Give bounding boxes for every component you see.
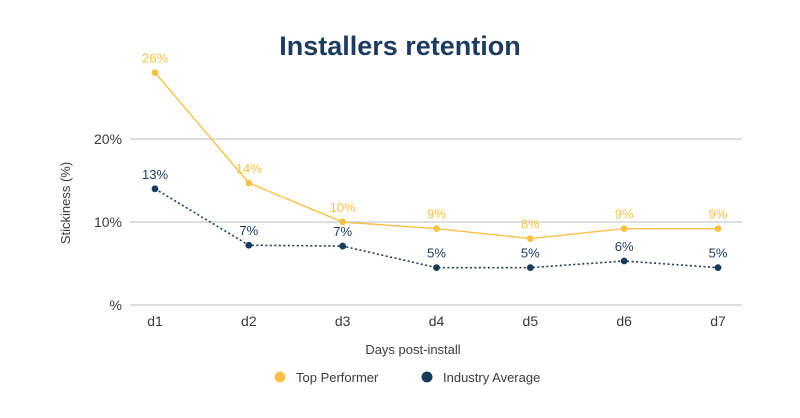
chart-title: Installers retention <box>279 31 521 61</box>
data-point <box>714 264 722 272</box>
series-top-performer: 26% 14% 10% 9% 8% 9% 9% <box>142 51 728 243</box>
y-tick-label: % <box>110 297 122 313</box>
data-label: 9% <box>615 207 634 222</box>
y-tick-label: 10% <box>94 214 122 230</box>
data-point <box>433 225 440 233</box>
x-tick-label: d4 <box>429 313 445 329</box>
data-label: 9% <box>709 207 728 222</box>
legend-marker <box>274 371 286 383</box>
data-label: 10% <box>330 200 356 215</box>
x-tick-label: d2 <box>241 313 257 329</box>
legend-entry: Top Performer <box>296 370 379 385</box>
data-point <box>151 185 159 193</box>
data-point <box>245 241 253 249</box>
data-label: 14% <box>236 161 262 176</box>
series: 26% 14% 10% 9% 8% 9% 9% 13% 7% 7% 5% 5% 6% 5% <box>142 51 728 272</box>
data-label: 13% <box>142 167 168 182</box>
data-point <box>339 218 347 226</box>
data-point <box>526 235 534 243</box>
data-point <box>245 179 253 187</box>
data-point <box>526 264 534 272</box>
y-axis-ticks: % 10% 20% <box>94 131 122 313</box>
x-tick-label: d1 <box>147 313 163 329</box>
data-label: 9% <box>427 207 446 222</box>
series-industry-average: 13% 7% 7% 5% 5% 6% 5% <box>142 167 728 272</box>
x-tick-label: d7 <box>710 313 726 329</box>
data-label: 8% <box>521 217 540 232</box>
data-label: 7% <box>239 223 258 238</box>
x-tick-label: d5 <box>523 313 539 329</box>
x-tick-label: d3 <box>335 313 351 329</box>
data-point <box>339 242 347 250</box>
y-tick-label: 20% <box>94 131 122 147</box>
data-point <box>433 264 440 272</box>
legend-entry: Industry Average <box>443 370 540 385</box>
x-axis-label: Days post-install <box>365 342 460 357</box>
legend: Top Performer Industry Average <box>274 370 540 385</box>
data-point <box>620 257 628 265</box>
data-label: 5% <box>709 246 728 261</box>
data-label: 5% <box>521 246 540 261</box>
data-label: 5% <box>427 246 446 261</box>
gridlines <box>130 138 742 306</box>
data-point <box>151 69 159 76</box>
data-label: 26% <box>142 51 168 66</box>
legend-marker <box>421 371 433 383</box>
x-axis-ticks: d1 d2 d3 d4 d5 d6 d7 <box>147 313 726 329</box>
data-label: 6% <box>615 239 634 254</box>
data-label: 7% <box>333 224 352 239</box>
y-axis-label: Stickiness (%) <box>58 162 73 244</box>
data-point <box>714 225 722 233</box>
x-tick-label: d6 <box>616 313 632 329</box>
data-point <box>620 225 628 233</box>
